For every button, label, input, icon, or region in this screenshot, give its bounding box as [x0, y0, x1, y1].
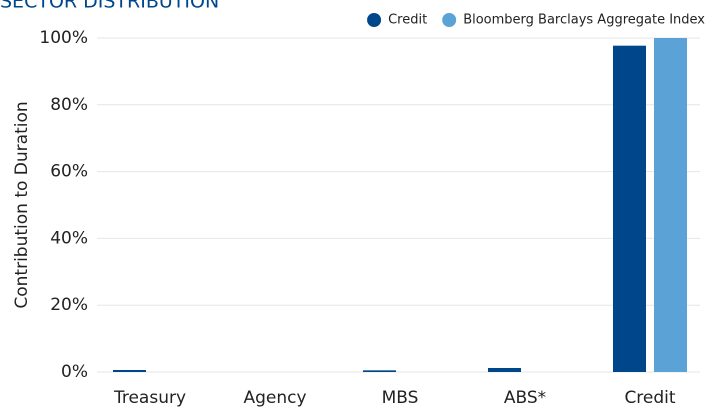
legend-swatch — [442, 13, 457, 27]
legend-swatch — [367, 13, 382, 27]
legend-label: Bloomberg Barclays Aggregate Index — [463, 13, 705, 28]
x-tick-label: Treasury — [113, 388, 186, 408]
y-tick-label: 0% — [61, 362, 88, 382]
y-axis-label: Contribution to Duration — [12, 101, 32, 308]
bar — [488, 367, 521, 372]
bar — [363, 370, 396, 372]
y-tick-label: 80% — [50, 95, 88, 115]
bar — [113, 369, 146, 372]
y-tick-label: 100% — [39, 28, 88, 48]
y-tick-label: 40% — [50, 228, 88, 248]
y-tick-label: 20% — [50, 295, 88, 315]
bar — [613, 45, 646, 372]
chart-title: SECTOR DISTRIBUTION — [0, 0, 219, 13]
bar — [654, 38, 687, 372]
legend-label: Credit — [388, 13, 427, 28]
x-tick-label: MBS — [382, 388, 419, 408]
y-tick-label: 60% — [50, 162, 88, 182]
x-tick-label: Credit — [624, 388, 675, 408]
x-tick-label: Agency — [243, 388, 306, 408]
x-tick-label: ABS* — [504, 388, 546, 408]
